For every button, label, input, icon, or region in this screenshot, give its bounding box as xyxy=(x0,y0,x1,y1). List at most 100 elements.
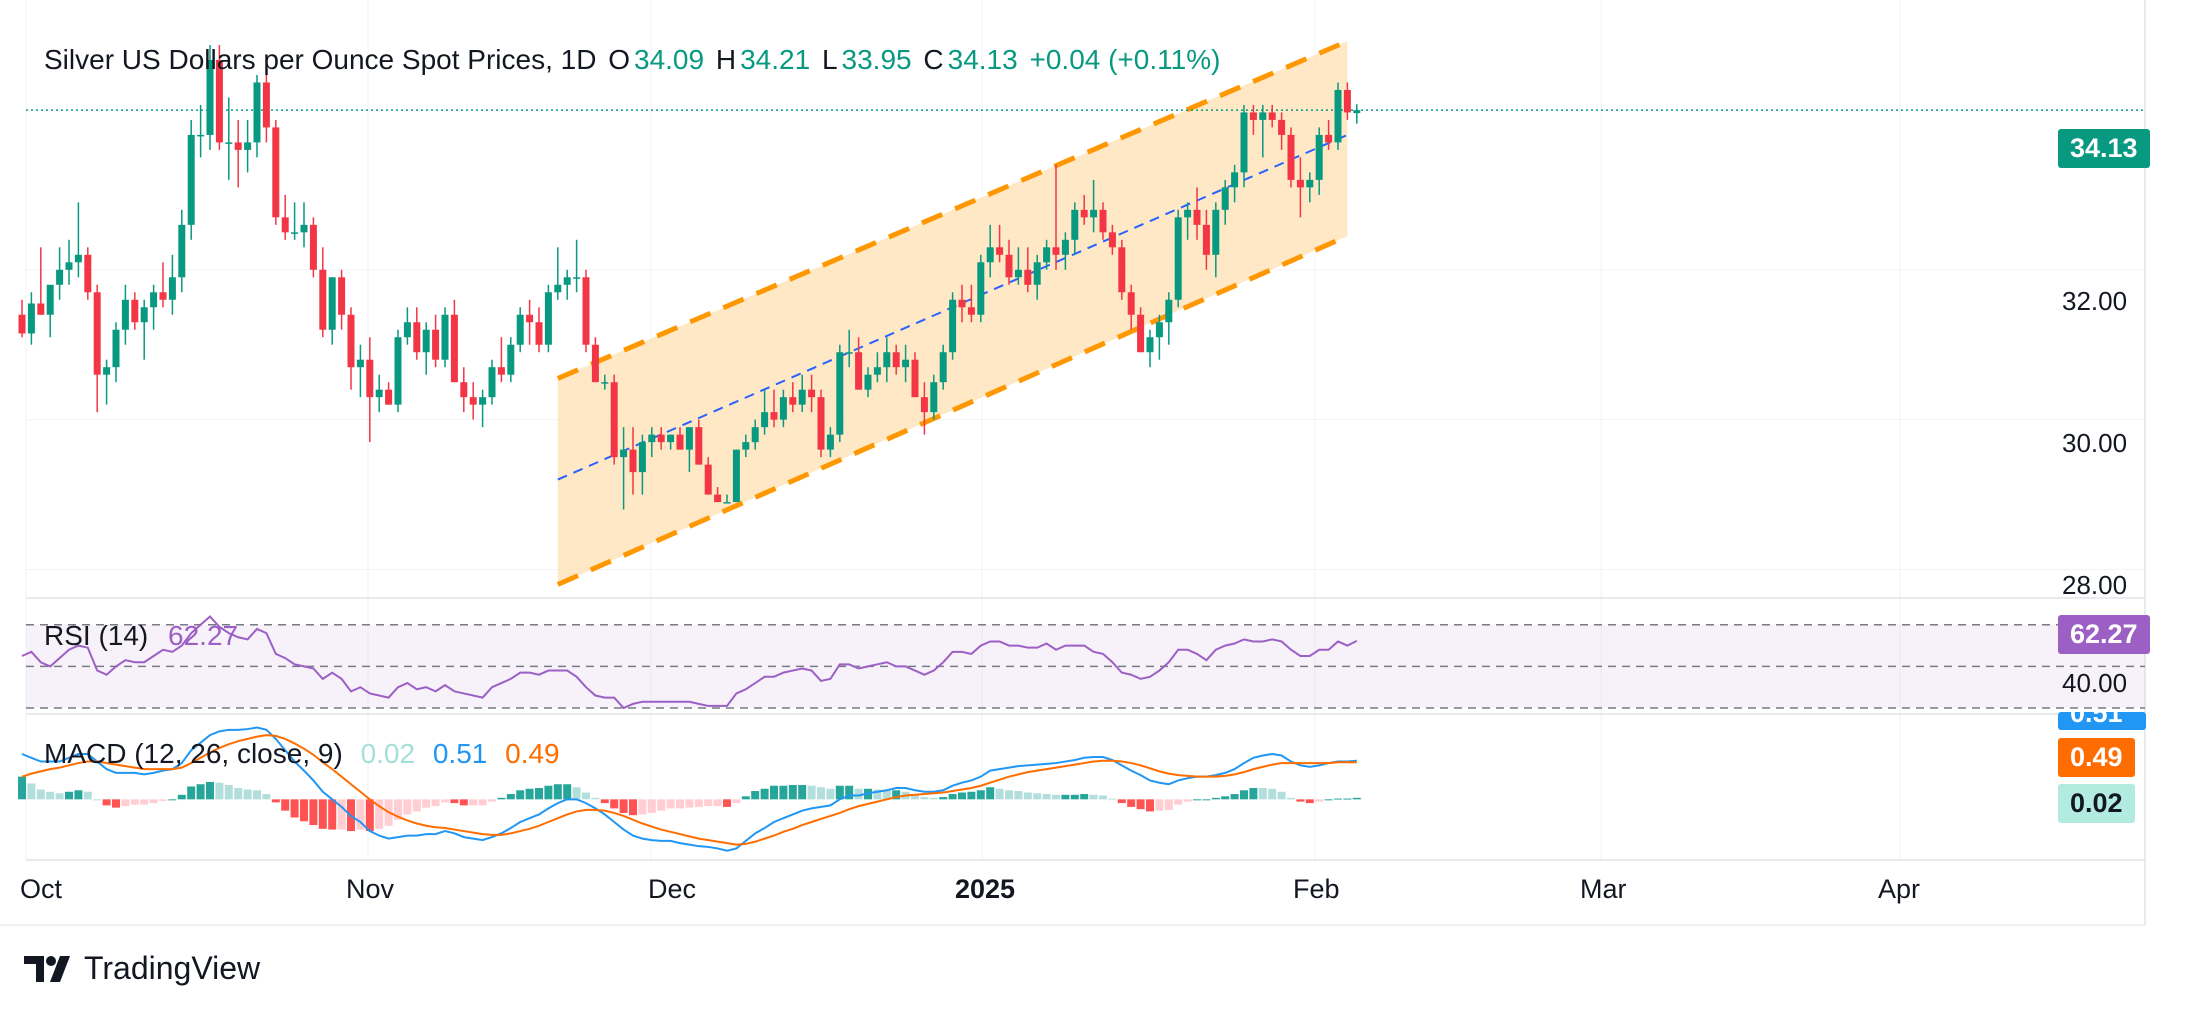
candle-body xyxy=(121,299,129,330)
candle-body xyxy=(1080,209,1088,218)
rsi-band-fill xyxy=(26,624,2145,708)
macd-hist-bar xyxy=(676,799,684,809)
candle-body xyxy=(930,382,938,413)
macd-hist-bar xyxy=(18,776,26,800)
macd-hist-bar xyxy=(741,796,750,800)
candle-body xyxy=(140,307,148,323)
macd-hist-bar xyxy=(403,799,412,815)
candle-body xyxy=(1033,262,1041,285)
candle-body xyxy=(855,352,863,390)
candle-body xyxy=(309,224,317,270)
candle-body xyxy=(385,389,393,405)
candle-body xyxy=(695,427,703,465)
x-tick-label: Apr xyxy=(1878,874,1921,904)
macd-hist-bar xyxy=(290,799,299,818)
candle-body xyxy=(150,292,158,308)
candle-body xyxy=(892,352,900,368)
macd-hist-bar xyxy=(478,799,487,806)
macd-hist-bar xyxy=(995,788,1004,800)
candle-body xyxy=(131,299,139,323)
macd-hist-bar xyxy=(1343,798,1352,800)
candle-body xyxy=(244,142,252,150)
candle-body xyxy=(187,134,195,225)
macd-hist-bar xyxy=(1268,788,1277,800)
macd-hist-bar xyxy=(83,791,92,800)
candle-body xyxy=(338,277,346,315)
macd-hist-bar xyxy=(1014,791,1023,800)
macd-hist-bar xyxy=(629,799,637,816)
macd-hist-bar xyxy=(450,799,459,804)
macd-hist-bar xyxy=(337,799,346,830)
macd-hist-bar xyxy=(149,799,158,804)
candle-body xyxy=(996,247,1004,255)
macd-hist-bar xyxy=(140,799,149,805)
candle-body xyxy=(1099,209,1107,233)
macd-hist-bar xyxy=(412,799,421,812)
candle-body xyxy=(535,322,543,345)
macd-hist-bar xyxy=(375,799,384,829)
change-value: +0.04 (+0.11%) xyxy=(1029,44,1221,75)
candle-body xyxy=(1108,232,1116,248)
candle-body xyxy=(507,344,515,375)
candle-body xyxy=(958,299,966,308)
macd-signal-value: 0.49 xyxy=(505,738,560,769)
macd-line-tag: 0.51 xyxy=(2058,712,2146,730)
candle-body xyxy=(394,337,402,405)
macd-hist-bar xyxy=(544,785,553,800)
candle-body xyxy=(460,382,468,398)
candle-body xyxy=(65,262,73,270)
candle-body xyxy=(1165,299,1173,323)
macd-hist-bar xyxy=(262,794,271,800)
macd-hist-bar xyxy=(300,799,308,822)
macd-hist-bar xyxy=(835,785,844,800)
macd-hist-bar xyxy=(704,799,713,807)
candle-body xyxy=(1343,89,1351,113)
macd-hist-bar xyxy=(920,797,929,800)
candle-body xyxy=(168,277,176,300)
candle-body xyxy=(629,449,637,473)
candle-body xyxy=(1174,217,1182,300)
candle-body xyxy=(845,352,853,354)
macd-hist-bar xyxy=(55,793,64,800)
macd-signal-line xyxy=(21,734,1357,846)
x-tick-label: Oct xyxy=(20,874,63,904)
macd-hist-bar xyxy=(1174,799,1183,805)
macd-hist-bar xyxy=(74,790,83,800)
macd-hist-bar xyxy=(751,791,760,800)
macd-hist-bar xyxy=(196,784,205,800)
candle-body xyxy=(761,412,769,428)
macd-hist-bar xyxy=(1099,795,1107,800)
candle-body xyxy=(986,247,994,263)
macd-hist-bar xyxy=(939,797,948,800)
candle-body xyxy=(37,303,45,315)
x-tick-label: Dec xyxy=(648,874,697,904)
candle-body xyxy=(864,374,872,390)
candle-body xyxy=(1231,172,1239,188)
macd-hist-bar xyxy=(253,790,261,800)
macd-hist-bar xyxy=(93,799,102,801)
y-tick-label: 30.00 xyxy=(2062,428,2128,458)
candle-body xyxy=(225,142,233,144)
macd-hist-bar xyxy=(713,799,722,807)
candle-body xyxy=(197,134,205,137)
candle-body xyxy=(836,352,844,435)
candle-body xyxy=(1240,112,1248,173)
macd-hist-bar xyxy=(967,791,976,800)
chart-title: Silver US Dollars per Ounce Spot Prices,… xyxy=(44,44,597,75)
macd-hist-bar xyxy=(65,791,73,800)
macd-hist-bar xyxy=(1127,799,1136,807)
candle-body xyxy=(779,397,787,420)
close-value: 34.13 xyxy=(947,44,1018,75)
candle-body xyxy=(215,59,223,143)
candle-body xyxy=(667,434,675,443)
candle-body xyxy=(366,359,374,398)
macd-hist-bar xyxy=(1061,794,1070,800)
candle-body xyxy=(826,434,834,450)
tradingview-logo[interactable]: TradingView xyxy=(24,950,260,987)
macd-hist-bar xyxy=(1164,799,1173,810)
candle-body xyxy=(1137,314,1145,353)
candle-body xyxy=(1193,209,1201,225)
macd-hist-bar xyxy=(610,799,619,809)
candle-body xyxy=(450,314,458,383)
